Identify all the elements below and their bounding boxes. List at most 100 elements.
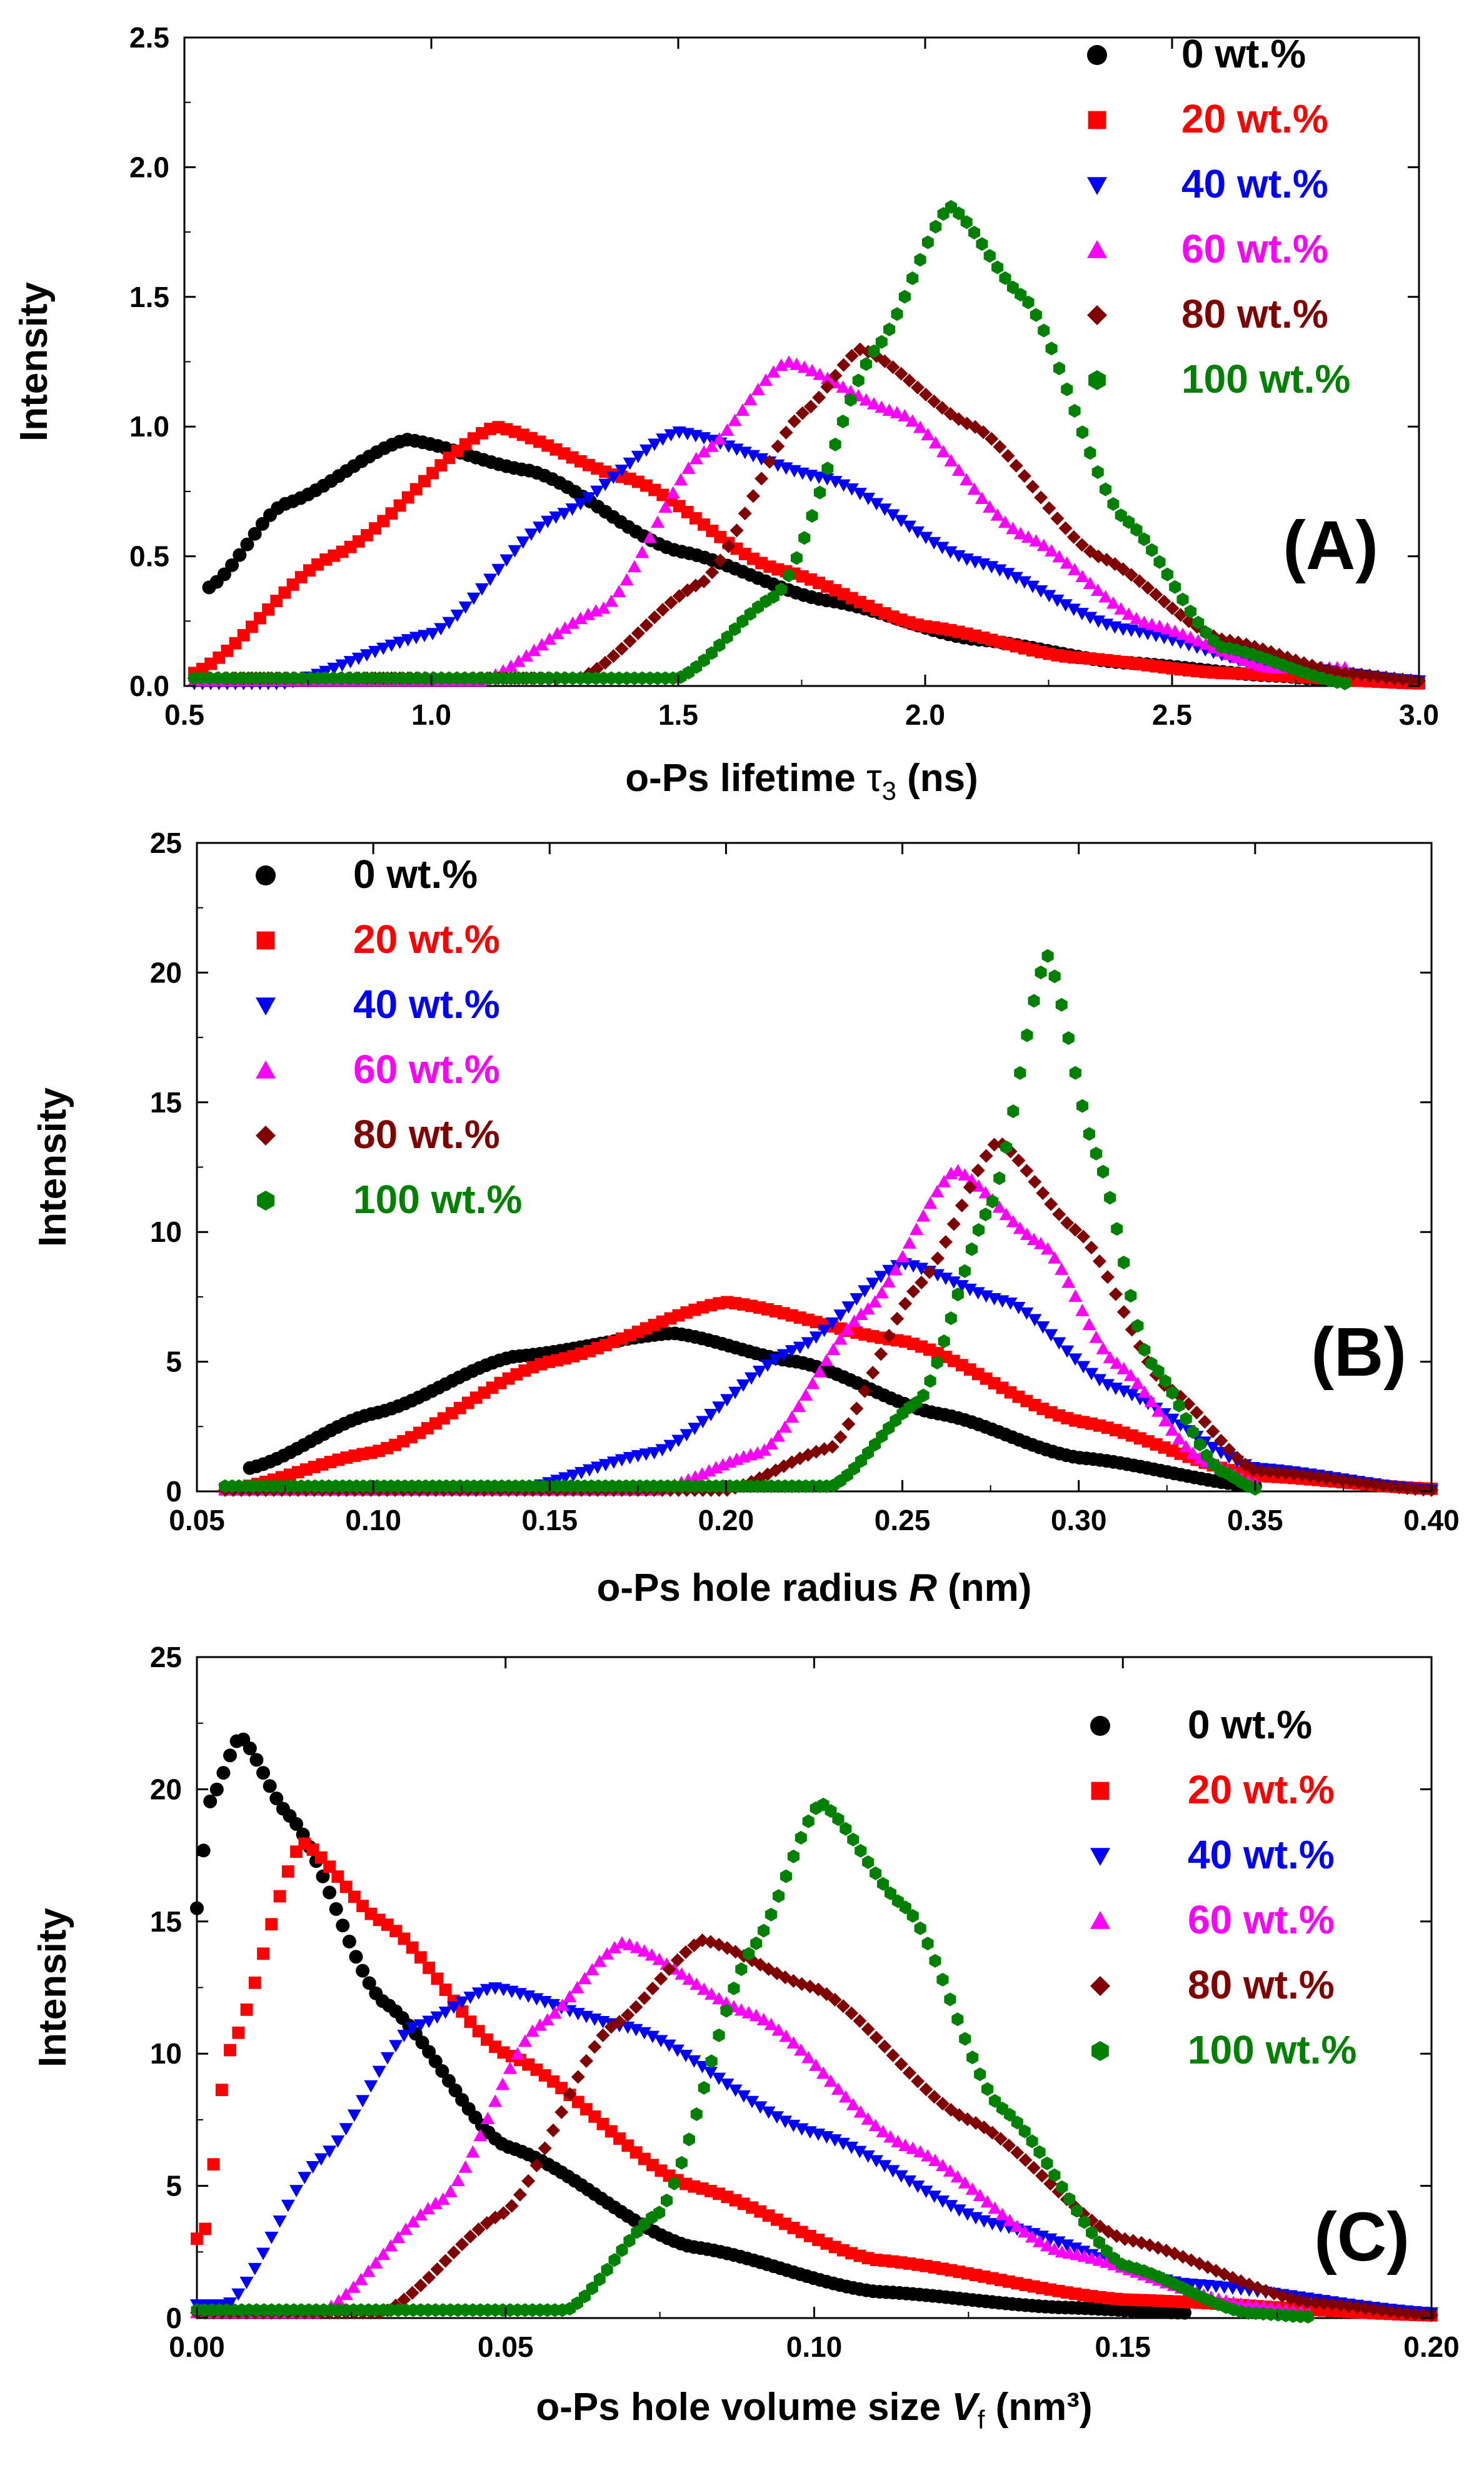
data-point (655, 1444, 669, 1457)
x-tick-label: 0.40 (1403, 1504, 1460, 1536)
data-point (1368, 1478, 1382, 1492)
data-point (828, 2134, 842, 2147)
data-point (1018, 2153, 1033, 2167)
data-point (728, 413, 742, 426)
data-point (298, 2172, 312, 2185)
data-point (753, 2101, 768, 2114)
legend-item: 0 wt.% (1090, 1702, 1312, 1747)
data-point (821, 461, 834, 476)
data-point (1036, 1321, 1050, 1334)
data-point (1319, 1471, 1333, 1485)
data-point (612, 585, 626, 598)
data-point (409, 632, 423, 645)
legend-marker (1087, 240, 1107, 258)
data-point (1028, 994, 1040, 1008)
data-point (1383, 2304, 1397, 2319)
data-point (1131, 1319, 1144, 1333)
data-point (546, 2123, 560, 2137)
data-point (1358, 2301, 1372, 2316)
data-point (533, 522, 547, 534)
data-point (555, 1999, 569, 2011)
data-point (401, 634, 415, 647)
data-point (637, 1991, 651, 2005)
data-point (891, 307, 903, 321)
data-point (915, 1275, 929, 1289)
data-point (566, 616, 580, 629)
data-point (384, 639, 399, 652)
data-point (538, 2141, 552, 2155)
data-point (1184, 605, 1196, 618)
data-point (1041, 949, 1054, 963)
data-point (828, 368, 843, 383)
data-series-group (218, 949, 1438, 1497)
legend-item: 80 wt.% (256, 1112, 500, 1157)
data-series-group (190, 1732, 1438, 2324)
legend-marker (1091, 1782, 1110, 1800)
data-point (1020, 1307, 1034, 1320)
data-point (1230, 650, 1244, 663)
data-point (1124, 568, 1138, 582)
data-point (1354, 667, 1368, 682)
data-point (347, 2109, 361, 2122)
data-point (281, 2199, 295, 2212)
data-point (223, 1748, 238, 1763)
data-point (1044, 1329, 1058, 1342)
data-point (263, 1779, 277, 1793)
data-point (890, 406, 904, 418)
data-point (1045, 544, 1059, 557)
data-point (1025, 2230, 1040, 2243)
data-point (1176, 627, 1190, 640)
data-point (573, 612, 588, 625)
data-point (1278, 1466, 1293, 1480)
data-point (976, 237, 988, 251)
data-point (875, 400, 889, 413)
data-point (840, 1323, 855, 1336)
data-point (646, 1981, 660, 1995)
data-point (1341, 2299, 1356, 2313)
data-point (426, 628, 440, 641)
y-tick-label: 1.5 (129, 281, 169, 313)
data-point (913, 2145, 928, 2158)
data-point (1020, 1227, 1034, 1240)
data-point (1018, 2124, 1031, 2139)
data-point (902, 2175, 916, 2188)
data-point (910, 380, 925, 395)
data-point (548, 2006, 562, 2019)
data-point (803, 400, 818, 414)
data-point (913, 420, 928, 433)
x-axis-title-suffix: (nm³) (985, 2386, 1092, 2429)
data-point (1172, 1432, 1186, 1444)
legend-label: 100 wt.% (1181, 356, 1350, 401)
data-point (1045, 341, 1058, 356)
data-point (557, 508, 571, 521)
data-point (1100, 1270, 1115, 1284)
data-point (712, 1401, 726, 1414)
data-point (376, 2247, 391, 2261)
data-point (1230, 1451, 1245, 1465)
data-point (1082, 1318, 1096, 1331)
data-point (965, 1242, 978, 1256)
data-point (455, 2237, 469, 2252)
data-point (861, 1302, 875, 1315)
data-point (768, 1354, 783, 1367)
data-point (868, 2119, 883, 2132)
data-point (629, 2024, 643, 2037)
data-point (1116, 562, 1130, 577)
data-point (746, 489, 760, 503)
data-point (828, 1992, 842, 2007)
data-point (826, 1343, 841, 1356)
data-point (1028, 1174, 1042, 1189)
data-point (958, 1168, 972, 1181)
data-point (817, 1324, 831, 1338)
data-point (782, 355, 796, 368)
data-point (697, 1982, 711, 1995)
data-point (1068, 404, 1081, 418)
legend-label: 80 wt.% (353, 1112, 500, 1157)
legend-item: 60 wt.% (1087, 226, 1328, 271)
data-point (921, 2149, 935, 2162)
data-point (721, 630, 733, 644)
data-point (499, 554, 514, 567)
data-point (450, 609, 464, 622)
data-point (1144, 1394, 1158, 1408)
data-point (869, 1438, 881, 1452)
